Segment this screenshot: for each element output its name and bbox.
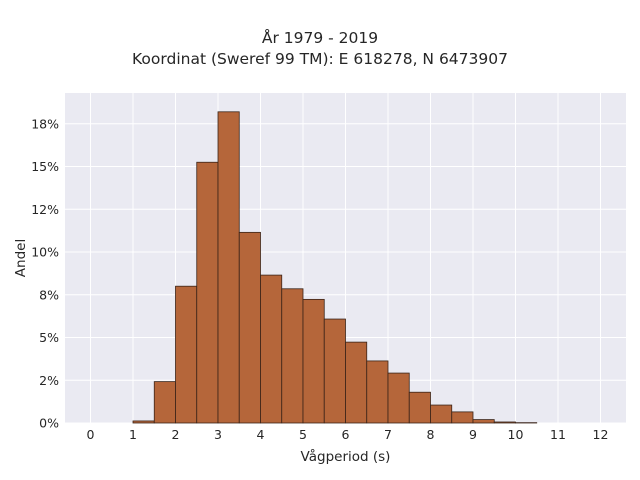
x-tick-label: 0: [87, 427, 95, 442]
histogram-bar: [132, 420, 155, 424]
histogram-bar: [493, 421, 516, 424]
chart-title: År 1979 - 2019: [261, 29, 379, 47]
histogram-bar: [260, 274, 283, 424]
histogram-bar: [302, 298, 325, 424]
x-tick-label: 1: [129, 427, 137, 442]
x-tick: 11: [550, 427, 566, 442]
x-tick: 6: [342, 427, 350, 442]
x-tick: 12: [593, 427, 609, 442]
y-tick: 0%: [39, 416, 59, 431]
histogram-bar: [153, 381, 176, 424]
x-tick: 9: [469, 427, 477, 442]
x-tick: 7: [384, 427, 392, 442]
histogram-bar: [451, 411, 474, 424]
histogram-bar: [196, 161, 219, 424]
chart-subtitle: Koordinat (Sweref 99 TM): E 618278, N 64…: [132, 50, 508, 68]
histogram-bar: [323, 318, 346, 424]
y-tick-label: 15%: [31, 159, 59, 174]
histogram-bar: [366, 360, 389, 424]
y-tick: 18%: [31, 116, 59, 131]
histogram-bar: [430, 404, 453, 424]
y-axis: 0% 2% 5% 8% 10% 12% 15% 18%: [31, 116, 59, 430]
x-tick-label: 2: [172, 427, 180, 442]
x-tick: 1: [129, 427, 137, 442]
x-tick-label: 6: [342, 427, 350, 442]
x-tick: 5: [299, 427, 307, 442]
x-tick-label: 12: [593, 427, 609, 442]
y-tick-label: 0%: [39, 416, 59, 431]
histogram-bars: [132, 111, 538, 424]
x-tick: 2: [172, 427, 180, 442]
y-tick-label: 8%: [39, 287, 59, 302]
x-tick: 10: [508, 427, 524, 442]
y-tick: 10%: [31, 245, 59, 260]
histogram-bar: [217, 111, 240, 424]
x-axis: 0 1 2 3 4 5 6 7 8 9 10 11 12: [87, 427, 609, 442]
x-tick-label: 4: [257, 427, 265, 442]
histogram-bar: [408, 391, 431, 424]
y-tick: 8%: [39, 287, 59, 302]
y-tick-label: 12%: [31, 202, 59, 217]
histogram-bar: [345, 341, 368, 424]
x-tick: 3: [214, 427, 222, 442]
y-tick-label: 2%: [39, 373, 59, 388]
histogram-bar: [175, 285, 198, 424]
x-tick-label: 9: [469, 427, 477, 442]
x-tick-label: 11: [550, 427, 566, 442]
y-axis-label: Andel: [13, 239, 29, 277]
x-tick: 4: [257, 427, 265, 442]
y-tick-label: 18%: [31, 116, 59, 131]
histogram-bar: [281, 288, 304, 424]
y-tick: 2%: [39, 373, 59, 388]
y-tick-label: 10%: [31, 245, 59, 260]
y-tick-label: 5%: [39, 330, 59, 345]
histogram-bar: [472, 419, 495, 424]
x-tick-label: 8: [427, 427, 435, 442]
x-tick: 8: [427, 427, 435, 442]
y-tick: 12%: [31, 202, 59, 217]
x-tick-label: 3: [214, 427, 222, 442]
histogram-bar: [238, 231, 261, 424]
y-tick: 5%: [39, 330, 59, 345]
x-tick: 0: [87, 427, 95, 442]
x-tick-label: 7: [384, 427, 392, 442]
histogram-bar: [387, 372, 410, 424]
x-tick-label: 5: [299, 427, 307, 442]
x-axis-label: Vågperiod (s): [301, 448, 391, 465]
y-tick: 15%: [31, 159, 59, 174]
x-tick-label: 10: [508, 427, 524, 442]
